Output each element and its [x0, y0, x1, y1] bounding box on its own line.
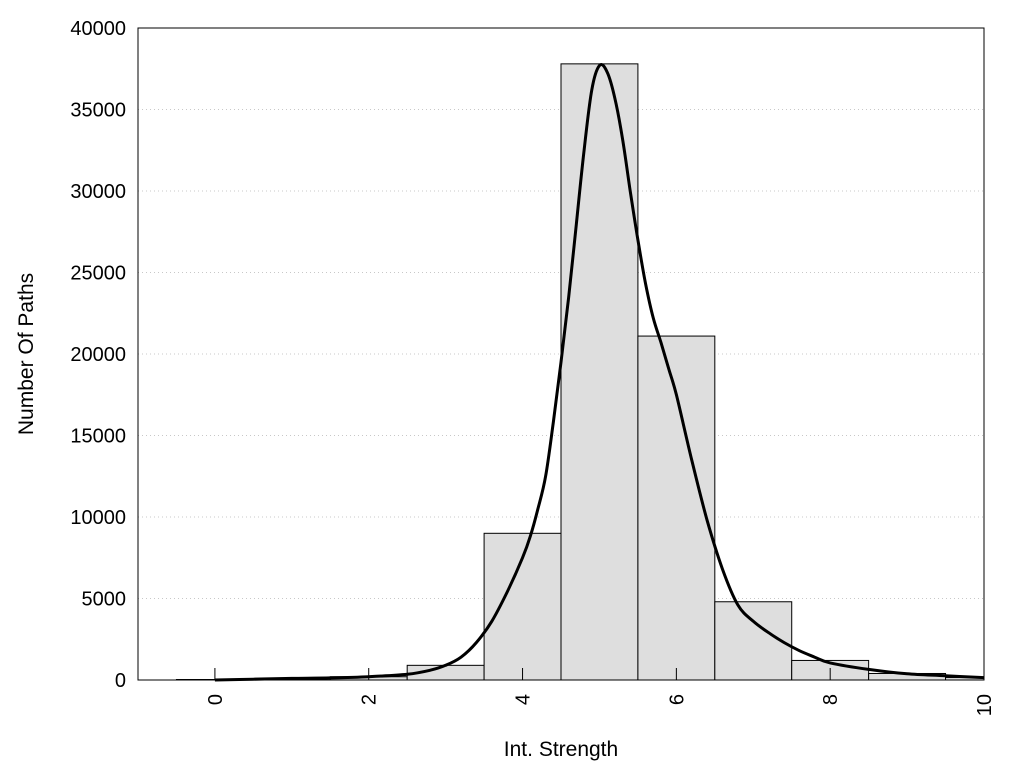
y-tick-label-5000: 5000 — [82, 589, 127, 611]
x-axis-title: Int. Strength — [504, 738, 618, 761]
plot-frame — [137, 27, 985, 681]
x-tick-label-8: 8 — [820, 694, 842, 705]
histogram-bars — [175, 63, 985, 681]
x-tick-label-2: 2 — [359, 694, 381, 705]
grid-lines — [138, 109, 984, 599]
y-tick-label-0: 0 — [115, 670, 126, 692]
y-tick-label-25000: 25000 — [70, 263, 126, 285]
y-tick-label-35000: 35000 — [70, 100, 126, 122]
x-tick-label-10: 10 — [974, 694, 996, 716]
y-tick-label-15000: 15000 — [70, 426, 126, 448]
y-tick-label-20000: 20000 — [70, 344, 126, 366]
y-tick-label-10000: 10000 — [70, 507, 126, 529]
y-tick-label-40000: 40000 — [70, 18, 126, 40]
x-tick-label-0: 0 — [205, 694, 227, 705]
x-tick-label-6: 6 — [666, 694, 688, 705]
bar-5 — [560, 63, 639, 681]
tick-labels: 0 2 4 6 8 10 0 5000 10000 15000 20000 25000 30000 350… — [70, 18, 996, 716]
axis-ticks — [214, 668, 985, 680]
y-tick-label-30000: 30000 — [70, 181, 126, 203]
y-axis-title: Number Of Paths — [15, 273, 38, 435]
fit-curve — [214, 63, 985, 682]
x-tick-label-4: 4 — [513, 694, 535, 705]
